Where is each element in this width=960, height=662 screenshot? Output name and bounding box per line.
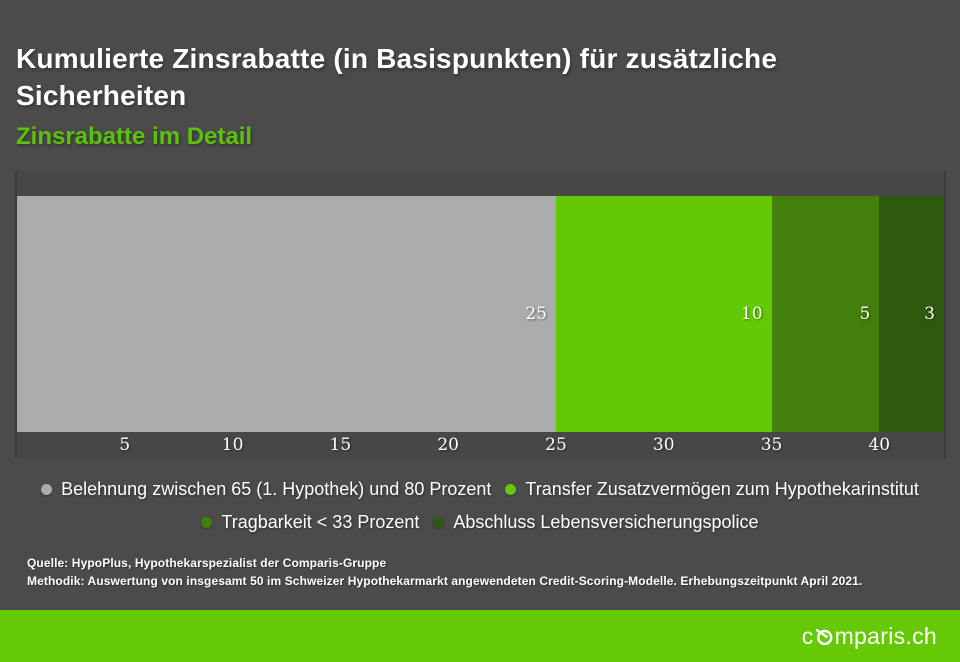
x-axis: 5 10 15 20 25 30 35 40 bbox=[17, 432, 944, 458]
segment-value-label: 5 bbox=[859, 304, 871, 324]
legend-item-label: Belehnung zwischen 65 (1. Hypothek) und … bbox=[61, 479, 492, 499]
x-tick-label-40: 40 bbox=[868, 435, 891, 455]
logo-text-prefix: c bbox=[801, 622, 814, 649]
x-tick-label-25: 25 bbox=[545, 435, 567, 455]
x-tick-label-35: 35 bbox=[760, 435, 783, 455]
header: Kumulierte Zinsrabatte (in Basispunkten)… bbox=[16, 40, 916, 151]
source-line: Quelle: HypoPlus, Hypothekarspezialist d… bbox=[27, 556, 387, 570]
segment-value-label: 3 bbox=[924, 304, 935, 324]
bar-segment-1: 25 bbox=[17, 196, 556, 432]
gauge-icon bbox=[815, 628, 832, 646]
x-tick-label-5: 5 bbox=[119, 435, 131, 455]
x-tick-label-15: 15 bbox=[329, 435, 352, 455]
legend-dot-icon bbox=[41, 483, 53, 495]
page-title: Kumulierte Zinsrabatte (in Basispunkten)… bbox=[16, 43, 778, 111]
comparis-logo: c mparis.ch bbox=[801, 622, 937, 649]
legend-dot-icon bbox=[433, 516, 445, 528]
segment-value-label: 25 bbox=[525, 304, 547, 324]
legend-item-4: Abschluss Lebensversicherungspolice bbox=[433, 511, 759, 533]
legend-item-1: Belehnung zwischen 65 (1. Hypothek) und … bbox=[41, 478, 491, 500]
bar-segment-2: 10 bbox=[555, 196, 772, 432]
legend-dot-icon bbox=[505, 483, 517, 495]
bar-track: 25 10 5 3 bbox=[17, 196, 944, 432]
legend-item-2: Transfer Zusatzvermögen zum Hypothekarin… bbox=[505, 478, 919, 500]
legend-item-label: Transfer Zusatzvermögen zum Hypothekarin… bbox=[525, 479, 919, 499]
legend-row-1: Belehnung zwischen 65 (1. Hypothek) und … bbox=[0, 478, 960, 500]
x-tick-label-30: 30 bbox=[652, 435, 675, 455]
legend-row-2: Tragbarkeit < 33 Prozent Abschluss Lebens… bbox=[0, 511, 960, 533]
bar-segment-3: 5 bbox=[771, 196, 880, 432]
legend: Belehnung zwischen 65 (1. Hypothek) und … bbox=[0, 478, 960, 544]
legend-item-label: Abschluss Lebensversicherungspolice bbox=[453, 512, 759, 532]
bar-segment-4: 3 bbox=[879, 196, 944, 432]
x-tick-label-10: 10 bbox=[221, 435, 244, 455]
legend-item-3: Tragbarkeit < 33 Prozent bbox=[201, 511, 419, 533]
legend-dot-icon bbox=[201, 516, 213, 528]
footer-bar: c mparis.ch bbox=[0, 610, 960, 662]
page-subtitle: Zinsrabatte im Detail bbox=[16, 123, 253, 150]
methodology-line: Methodik: Auswertung von insgesamt 50 im… bbox=[27, 574, 863, 588]
x-tick-label-20: 20 bbox=[437, 435, 459, 455]
chart-plot-area: 25 10 5 3 5 10 15 20 25 30 35 40 bbox=[15, 171, 946, 458]
source-note: Quelle: HypoPlus, Hypothekarspezialist d… bbox=[27, 554, 862, 590]
segment-value-label: 10 bbox=[740, 304, 763, 324]
logo-text-suffix: mparis.ch bbox=[834, 622, 937, 649]
legend-item-label: Tragbarkeit < 33 Prozent bbox=[221, 512, 420, 532]
